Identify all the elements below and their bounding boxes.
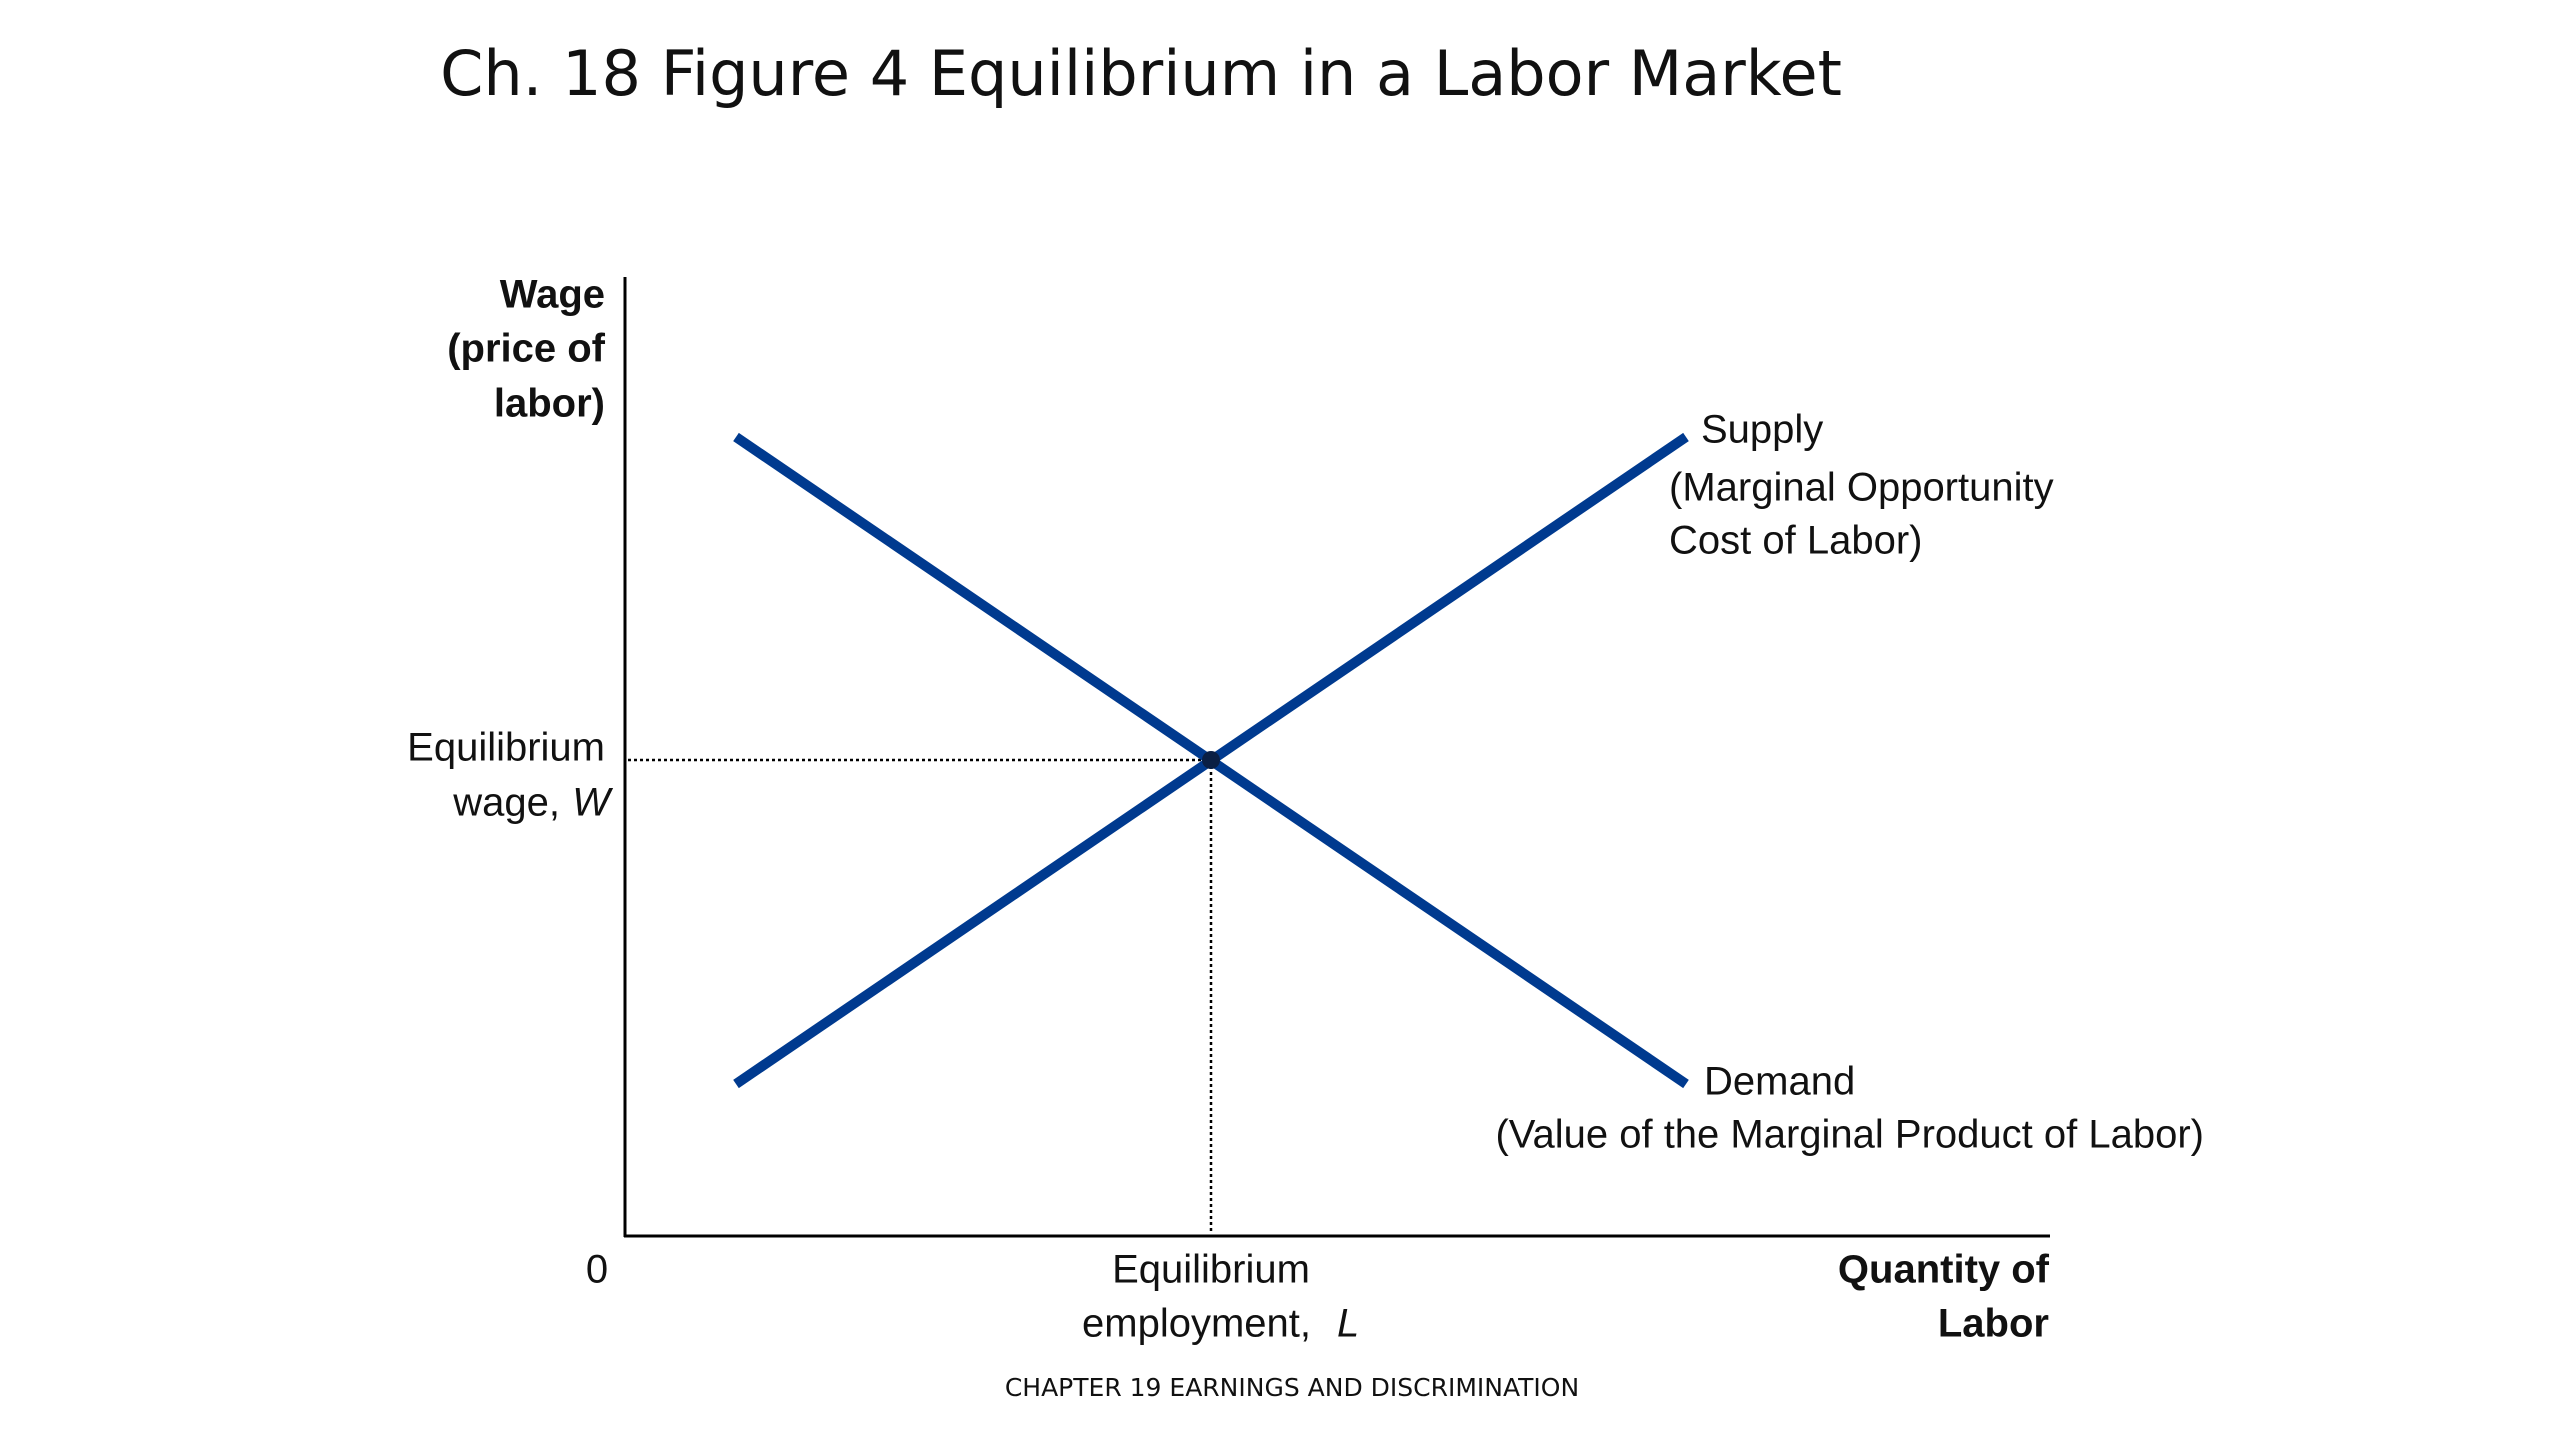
origin-label: 0 [586, 1248, 608, 1292]
demand-description: (Value of the Marginal Product of Labor) [1495, 1113, 2204, 1157]
employment-label: employment, [1082, 1302, 1311, 1346]
title: Ch. 18 Figure 4 Equilibrium in a Labor M… [440, 37, 1842, 110]
x-axis-label: Labor [1938, 1302, 2049, 1346]
x-axis-label: Quantity of [1838, 1248, 2050, 1292]
y-axis-label: Wage [500, 273, 605, 317]
wage-label: Equilibrium [407, 726, 605, 770]
employment-label: Equilibrium [1112, 1248, 1310, 1292]
employment-variable: L [1337, 1302, 1359, 1346]
y-axis-label: (price of [447, 327, 605, 371]
demand-label: Demand [1704, 1060, 1855, 1104]
supply-description: (Marginal Opportunity [1669, 466, 2054, 510]
equilibrium-point [1202, 751, 1220, 769]
supply-description: Cost of Labor) [1669, 519, 1922, 563]
footer: CHAPTER 19 EARNINGS AND DISCRIMINATION [1005, 1373, 1579, 1402]
wage-variable: W [572, 781, 613, 825]
supply-label: Supply [1701, 408, 1823, 452]
y-axis-label: labor) [494, 382, 605, 426]
wage-label: wage, [452, 781, 560, 825]
